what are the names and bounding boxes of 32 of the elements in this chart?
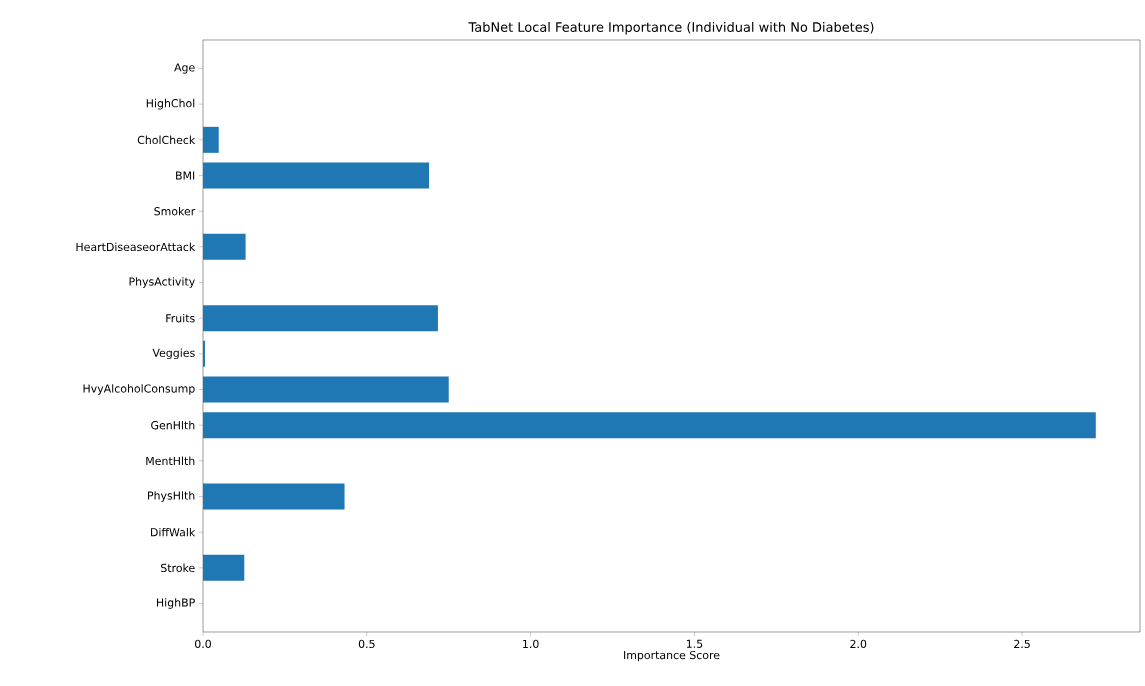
x-tick-label: 1.0 [523, 639, 539, 649]
y-tick-label: GenHlth [151, 420, 195, 430]
x-axis-title: Importance Score [624, 650, 720, 662]
bar [203, 162, 430, 189]
y-tick-label: Veggies [152, 348, 195, 360]
bar [203, 233, 246, 260]
x-tick-label: 1.5 [686, 639, 703, 648]
bar [203, 126, 219, 153]
bar [203, 554, 245, 581]
bar [203, 305, 438, 332]
bar [203, 483, 345, 510]
chart-title: TabNet Local Feature Importance (Individual with No Diabetes) [468, 21, 874, 35]
x-tick-label: 0.5 [358, 639, 375, 649]
y-tick-label: Fruits [166, 313, 195, 323]
x-tick-label: 2.5 [1014, 639, 1030, 649]
y-tick-label: CholCheck [137, 135, 196, 145]
y-tick-label: DiffWalk [151, 527, 196, 537]
y-tick-label: Smoker [154, 206, 196, 216]
bar [203, 412, 1096, 439]
bar [203, 376, 449, 403]
y-tick-label: HighChol [146, 98, 195, 110]
y-tick-label: HighBP [157, 598, 195, 609]
y-tick-label: HvyAlcoholConsump [83, 384, 195, 395]
y-tick-label: BMI [176, 171, 195, 180]
y-tick-label: PhysHlth [148, 491, 195, 502]
y-tick-label: MentHlth [146, 456, 195, 466]
y-tick-label: PhysActivity [129, 277, 195, 288]
y-tick-label: HeartDiseaseorAttack [76, 242, 196, 252]
y-tick-label: Age [174, 63, 195, 74]
x-tick-label: 2.0 [850, 639, 867, 649]
x-tick-label: 0.0 [195, 639, 211, 649]
y-tick-label: Stroke [161, 563, 195, 573]
